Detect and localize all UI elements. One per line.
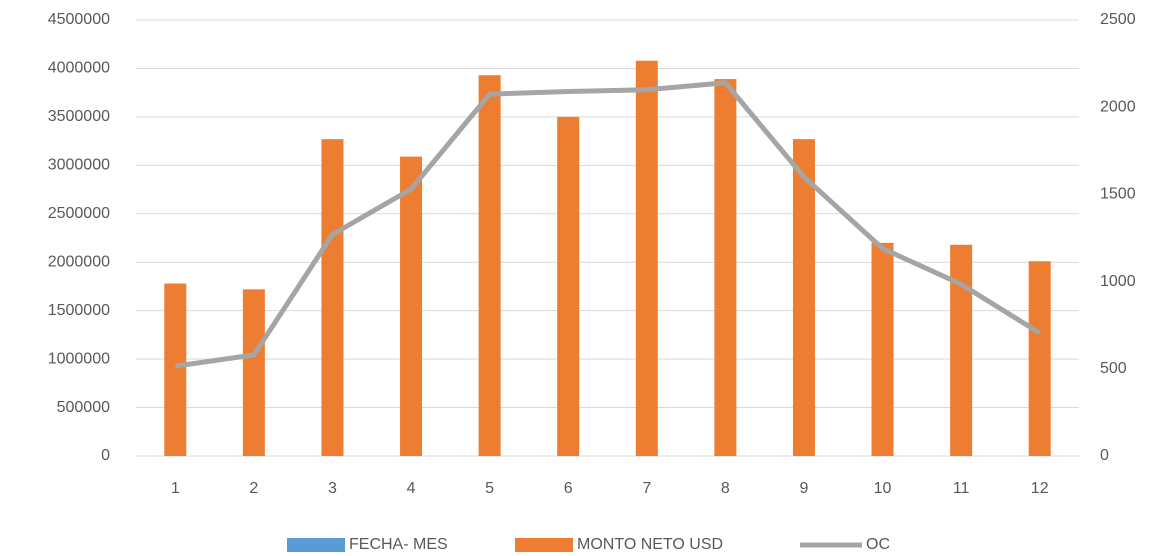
bar — [242, 289, 265, 456]
bar — [1028, 261, 1051, 456]
x-tick-label: 5 — [485, 480, 494, 497]
y2-tick-label: 500 — [1100, 360, 1127, 377]
x-tick-label: 3 — [328, 480, 337, 497]
line — [174, 80, 1042, 369]
y-tick-label: 3000000 — [48, 157, 110, 174]
y-tick-label: 2500000 — [48, 205, 110, 222]
x-tick-label: 10 — [874, 480, 892, 497]
x-tick-label: 9 — [800, 480, 809, 497]
legend-label: OC — [866, 536, 890, 553]
x-tick-label: 4 — [407, 480, 416, 497]
bar — [950, 244, 973, 456]
y-tick-label: 3500000 — [48, 108, 110, 125]
legend-label: MONTO NETO USD — [577, 536, 723, 553]
y-tick-label: 2000000 — [48, 253, 110, 270]
x-tick-label: 7 — [642, 480, 651, 497]
bar — [321, 139, 344, 456]
bar — [557, 116, 580, 456]
x-tick-label: 2 — [249, 480, 258, 497]
y-tick-label: 4500000 — [48, 11, 110, 28]
x-tick-label: 6 — [564, 480, 573, 497]
bar — [164, 283, 187, 456]
bar — [871, 242, 894, 456]
y-tick-label: 500000 — [57, 399, 110, 416]
y2-tick-label: 1500 — [1100, 186, 1136, 203]
x-tick-label: 1 — [171, 480, 180, 497]
y2-tick-label: 0 — [1100, 447, 1109, 464]
y2-tick-label: 1000 — [1100, 273, 1136, 290]
y-tick-label: 0 — [101, 447, 110, 464]
y2-tick-label: 2500 — [1100, 11, 1136, 28]
x-tick-label: 11 — [953, 480, 970, 497]
y-tick-label: 1500000 — [48, 302, 110, 319]
bar — [792, 139, 815, 456]
bar — [478, 75, 501, 456]
bar — [714, 79, 737, 456]
bar — [400, 156, 423, 456]
y-tick-label: 1000000 — [48, 350, 110, 367]
y2-tick-label: 2000 — [1100, 98, 1136, 115]
legend-swatch — [515, 538, 573, 552]
legend-swatch — [287, 538, 345, 552]
x-tick-label: 12 — [1031, 480, 1049, 497]
bar — [635, 60, 658, 457]
legend-label: FECHA- MES — [349, 536, 448, 553]
y-tick-label: 4000000 — [48, 60, 110, 77]
x-tick-label: 8 — [721, 480, 730, 497]
